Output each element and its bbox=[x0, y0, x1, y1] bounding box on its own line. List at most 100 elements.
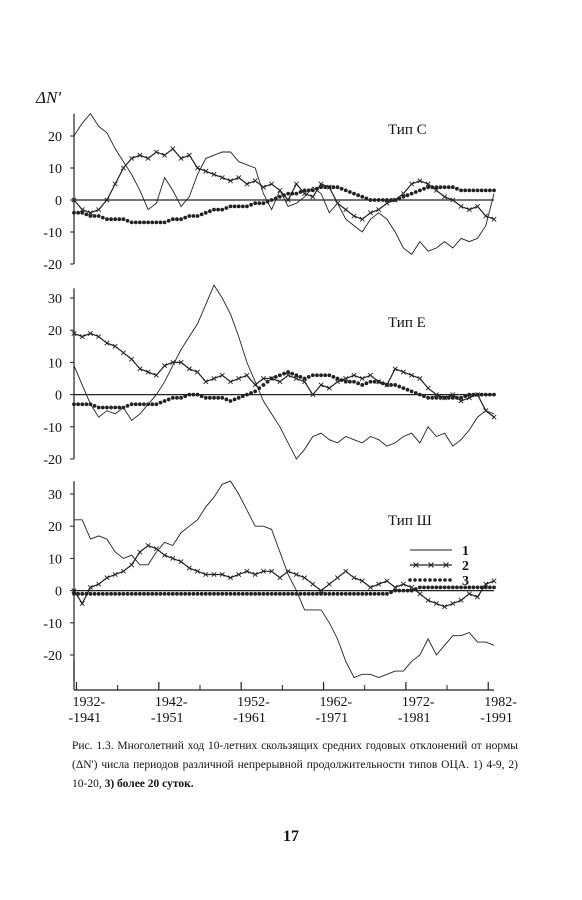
dot-marker bbox=[121, 405, 126, 410]
dot-marker bbox=[286, 370, 291, 374]
cross-marker bbox=[120, 568, 126, 574]
cross-marker bbox=[450, 197, 456, 203]
cross-marker bbox=[483, 408, 489, 414]
panel-2: Тип Е 30 20 10 0 -10 -20 bbox=[43, 284, 497, 468]
dot-marker bbox=[352, 191, 356, 196]
series-2 bbox=[71, 543, 497, 610]
dot-marker bbox=[253, 389, 258, 394]
dot-marker bbox=[137, 220, 142, 225]
cross-marker bbox=[211, 375, 217, 382]
dot-marker bbox=[282, 193, 286, 198]
dot-marker bbox=[257, 386, 262, 391]
dot-marker bbox=[88, 402, 93, 407]
cross-marker bbox=[277, 575, 283, 581]
dot-marker bbox=[175, 591, 179, 596]
dot-marker bbox=[269, 198, 274, 202]
dot-marker bbox=[257, 591, 262, 596]
dot-marker bbox=[220, 395, 225, 400]
y-tick-label: 10 bbox=[48, 356, 62, 371]
cross-marker bbox=[400, 191, 406, 197]
dot-marker bbox=[492, 585, 496, 590]
cross-marker bbox=[483, 213, 489, 219]
cross-marker bbox=[458, 597, 464, 603]
cross-marker bbox=[343, 568, 349, 574]
dot-marker bbox=[492, 188, 496, 193]
dot-marker bbox=[236, 395, 241, 400]
dot-marker bbox=[207, 209, 212, 214]
dot-marker bbox=[125, 403, 130, 408]
cross-marker bbox=[458, 203, 464, 209]
dot-marker bbox=[446, 585, 451, 590]
dot-marker bbox=[335, 185, 340, 190]
cross-marker bbox=[384, 200, 390, 206]
dot-marker bbox=[224, 397, 229, 402]
dot-marker bbox=[133, 591, 138, 596]
dot-marker bbox=[113, 591, 118, 596]
dot-marker bbox=[117, 591, 122, 596]
cross-marker bbox=[227, 379, 233, 385]
cross-marker bbox=[302, 191, 308, 197]
legend-dot bbox=[433, 578, 437, 582]
legend: 123 bbox=[408, 544, 469, 589]
dot-marker bbox=[430, 185, 435, 190]
cross-marker bbox=[326, 581, 332, 587]
cross-marker bbox=[96, 581, 102, 587]
dot-marker bbox=[438, 585, 443, 590]
cross-marker bbox=[244, 181, 250, 187]
cross-marker bbox=[326, 385, 332, 391]
cross-marker bbox=[367, 584, 373, 590]
cross-marker bbox=[335, 200, 341, 206]
dot-marker bbox=[323, 373, 328, 378]
dot-marker bbox=[88, 214, 93, 218]
dot-marker bbox=[294, 191, 299, 196]
dot-marker bbox=[459, 188, 463, 193]
series-1 bbox=[73, 112, 495, 256]
dot-marker bbox=[380, 198, 385, 202]
dot-marker bbox=[360, 194, 365, 199]
cross-marker bbox=[104, 340, 110, 346]
cross-marker bbox=[71, 588, 77, 594]
x-tick-label: -1991 bbox=[480, 711, 513, 726]
cross-marker bbox=[96, 207, 102, 213]
cross-marker bbox=[359, 216, 365, 222]
dot-marker bbox=[438, 395, 443, 400]
dot-marker bbox=[117, 405, 122, 410]
dot-marker bbox=[100, 215, 105, 220]
dot-marker bbox=[417, 392, 422, 397]
dot-marker bbox=[191, 591, 196, 596]
cross-marker bbox=[219, 175, 225, 181]
cross-marker bbox=[293, 571, 299, 578]
cross-marker bbox=[145, 155, 151, 161]
dot-marker bbox=[397, 588, 402, 593]
cross-marker bbox=[425, 181, 431, 187]
legend-cross bbox=[443, 562, 449, 568]
dot-marker bbox=[455, 186, 459, 191]
cross-marker bbox=[178, 359, 184, 365]
dot-marker bbox=[455, 585, 459, 590]
dot-marker bbox=[356, 591, 361, 596]
cross-marker bbox=[351, 213, 357, 219]
cross-marker bbox=[236, 571, 242, 578]
dot-marker bbox=[426, 395, 431, 400]
dot-marker bbox=[426, 585, 431, 590]
cross-marker bbox=[252, 178, 258, 184]
dot-marker bbox=[249, 591, 253, 596]
cross-marker bbox=[400, 369, 406, 375]
dot-marker bbox=[195, 591, 200, 596]
dot-marker bbox=[80, 402, 85, 407]
dot-marker bbox=[105, 591, 109, 596]
dot-marker bbox=[150, 220, 155, 225]
dot-marker bbox=[463, 585, 468, 590]
dot-marker bbox=[137, 402, 142, 407]
dot-marker bbox=[343, 379, 348, 384]
dot-marker bbox=[430, 585, 435, 590]
dot-marker bbox=[121, 217, 126, 222]
dot-marker bbox=[142, 220, 146, 225]
panel-3: Тип Ш 30 20 10 0 -10 -20 bbox=[43, 480, 497, 681]
x-tick-label: -1951 bbox=[151, 711, 184, 726]
legend-dot bbox=[408, 578, 412, 582]
x-tick-label: 1932- bbox=[72, 695, 105, 710]
dot-marker bbox=[290, 591, 295, 596]
y-tick-label: -10 bbox=[43, 617, 62, 632]
panel-title: Тип Е bbox=[388, 315, 426, 331]
